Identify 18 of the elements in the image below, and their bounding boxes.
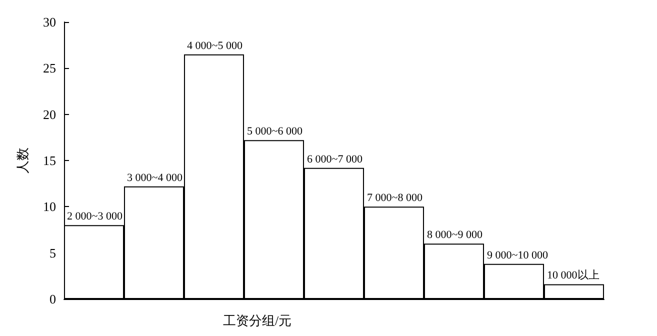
- y-tick-label: 10: [43, 199, 56, 214]
- x-tick-label: 7 000~8 000: [367, 192, 423, 204]
- y-tick-label: 15: [43, 153, 56, 168]
- y-tick-label: 30: [43, 14, 56, 30]
- x-tick-label: 4 000~5 000: [187, 40, 243, 52]
- x-tick-label: 6 000~7 000: [307, 153, 363, 166]
- x-tick-label: 3 000~4 000: [127, 172, 183, 184]
- y-tick-label: 5: [50, 245, 56, 260]
- x-tick-label: 5 000~6 000: [247, 126, 303, 138]
- y-tick-label: 0: [50, 292, 56, 306]
- x-tick-label: 8 000~9 000: [427, 229, 483, 242]
- x-tick-label: 9 000~10 000: [487, 249, 548, 262]
- y-tick-label: 20: [43, 106, 56, 122]
- x-tick-label: 10 000以上: [547, 268, 600, 282]
- y-axis-title: 人数: [15, 148, 30, 174]
- x-axis-title: 工资分组/元: [223, 313, 292, 328]
- y-tick-label: 25: [43, 60, 56, 76]
- x-tick-label: 2 000~3 000: [67, 210, 123, 223]
